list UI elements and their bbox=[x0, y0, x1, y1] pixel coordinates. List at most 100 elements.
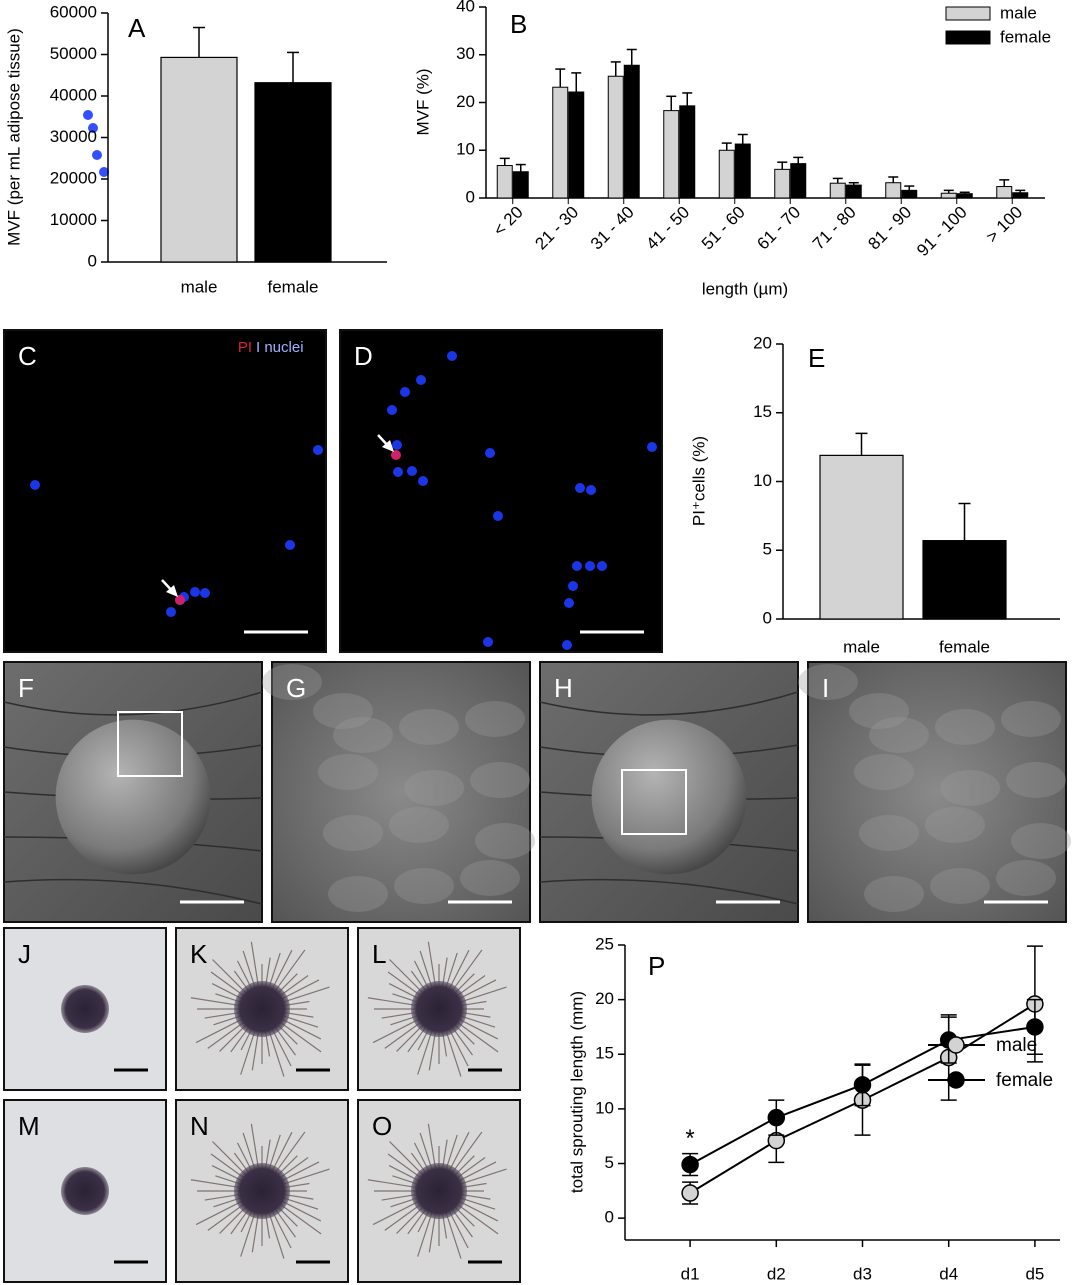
bar bbox=[552, 86, 569, 199]
nucleus bbox=[285, 540, 295, 550]
y-tick-label: 60000 bbox=[50, 2, 97, 21]
cell-texture bbox=[869, 717, 929, 753]
panel-label: N bbox=[190, 1111, 209, 1141]
cell-texture bbox=[404, 770, 464, 806]
bar bbox=[845, 184, 862, 199]
nucleus bbox=[200, 588, 210, 598]
x-tick-label: female bbox=[939, 637, 990, 656]
nucleus bbox=[586, 485, 596, 495]
cell-texture bbox=[475, 823, 535, 859]
nucleus bbox=[407, 466, 417, 476]
cell-texture bbox=[1011, 823, 1071, 859]
nucleus bbox=[483, 637, 493, 647]
bar bbox=[940, 192, 957, 199]
bar bbox=[790, 163, 807, 199]
nucleus bbox=[400, 387, 410, 397]
image-background bbox=[3, 1099, 167, 1283]
image-panel: O bbox=[357, 1099, 521, 1283]
crack bbox=[3, 691, 263, 716]
x-tick-label: 21 - 30 bbox=[531, 203, 582, 254]
bar bbox=[496, 165, 513, 199]
bar bbox=[996, 186, 1013, 199]
x-tick-label: 51 - 60 bbox=[698, 203, 749, 254]
y-tick-label: 20 bbox=[595, 989, 614, 1008]
bar bbox=[734, 143, 751, 199]
stain-label: I nuclei bbox=[256, 339, 304, 356]
nucleus bbox=[313, 445, 323, 455]
bar bbox=[254, 82, 332, 263]
cell-texture bbox=[394, 868, 454, 904]
point bbox=[767, 1108, 786, 1127]
point bbox=[681, 1155, 699, 1174]
bar bbox=[819, 454, 904, 620]
x-tick-label: female bbox=[267, 277, 318, 296]
legend-marker bbox=[947, 1071, 965, 1089]
bar bbox=[774, 168, 791, 199]
bar bbox=[679, 105, 696, 199]
nucleus bbox=[416, 375, 426, 385]
point bbox=[853, 1076, 872, 1094]
y-tick-label: 15 bbox=[595, 1044, 614, 1063]
image-background bbox=[339, 329, 663, 653]
legend-label: female bbox=[996, 1070, 1053, 1091]
cell-texture bbox=[996, 860, 1056, 896]
inset-box bbox=[117, 711, 183, 777]
image-panel: M bbox=[3, 1099, 167, 1283]
y-tick-label: 0 bbox=[466, 187, 475, 206]
bar bbox=[718, 149, 735, 199]
x-tick-label: 61 - 70 bbox=[753, 203, 804, 254]
spheroid bbox=[591, 719, 747, 875]
image-panel: J bbox=[3, 927, 167, 1091]
cell-texture bbox=[470, 762, 530, 798]
inset-box bbox=[621, 769, 687, 835]
cell-texture bbox=[1006, 762, 1066, 798]
x-tick-label: > 100 bbox=[982, 203, 1026, 247]
bar bbox=[663, 110, 680, 199]
cell-texture bbox=[864, 876, 924, 912]
bar bbox=[623, 64, 640, 199]
y-tick-label: 5 bbox=[605, 1153, 614, 1172]
y-tick-label: 40 bbox=[456, 0, 475, 15]
y-tick-label: 30000 bbox=[50, 127, 97, 146]
crack bbox=[3, 878, 263, 905]
cell-texture bbox=[389, 807, 449, 843]
y-tick-label: 20000 bbox=[50, 168, 97, 187]
cell-texture bbox=[859, 815, 919, 851]
y-tick-label: 10 bbox=[456, 140, 475, 159]
image-panel: F bbox=[3, 661, 263, 923]
annotation: * bbox=[685, 1125, 694, 1152]
cell-texture bbox=[1001, 701, 1061, 737]
cell-texture bbox=[935, 709, 995, 745]
spheroid bbox=[411, 981, 467, 1037]
image-panel: I bbox=[798, 661, 1071, 923]
legend-marker bbox=[947, 1036, 965, 1054]
bar bbox=[512, 171, 529, 199]
panel-label: O bbox=[372, 1111, 392, 1141]
panel-label: I bbox=[822, 673, 829, 703]
x-tick-label: d2 bbox=[767, 1264, 786, 1283]
nucleus bbox=[568, 581, 578, 591]
nucleus bbox=[597, 561, 607, 571]
legend-label: female bbox=[1000, 27, 1051, 46]
nucleus bbox=[493, 511, 503, 521]
nucleus bbox=[190, 587, 200, 597]
crack bbox=[539, 878, 799, 905]
image-background bbox=[271, 661, 531, 923]
x-tick-label: male bbox=[181, 277, 218, 296]
legend-label: male bbox=[996, 1035, 1037, 1056]
legend-swatch bbox=[945, 6, 991, 21]
bar bbox=[160, 56, 238, 263]
panel-label: L bbox=[372, 939, 386, 969]
nucleus bbox=[485, 448, 495, 458]
y-axis-title: MVF (per mL adipose tissue) bbox=[4, 28, 23, 246]
x-axis-title: length (µm) bbox=[702, 279, 788, 298]
image-panel: K bbox=[175, 927, 349, 1091]
nucleus bbox=[393, 467, 403, 477]
cell-texture bbox=[328, 876, 388, 912]
x-tick-label: 41 - 50 bbox=[642, 203, 693, 254]
y-tick-label: 10000 bbox=[50, 210, 97, 229]
image-panel: C bbox=[3, 110, 327, 653]
y-tick-label: 30 bbox=[456, 44, 475, 63]
spheroid bbox=[234, 1163, 290, 1219]
